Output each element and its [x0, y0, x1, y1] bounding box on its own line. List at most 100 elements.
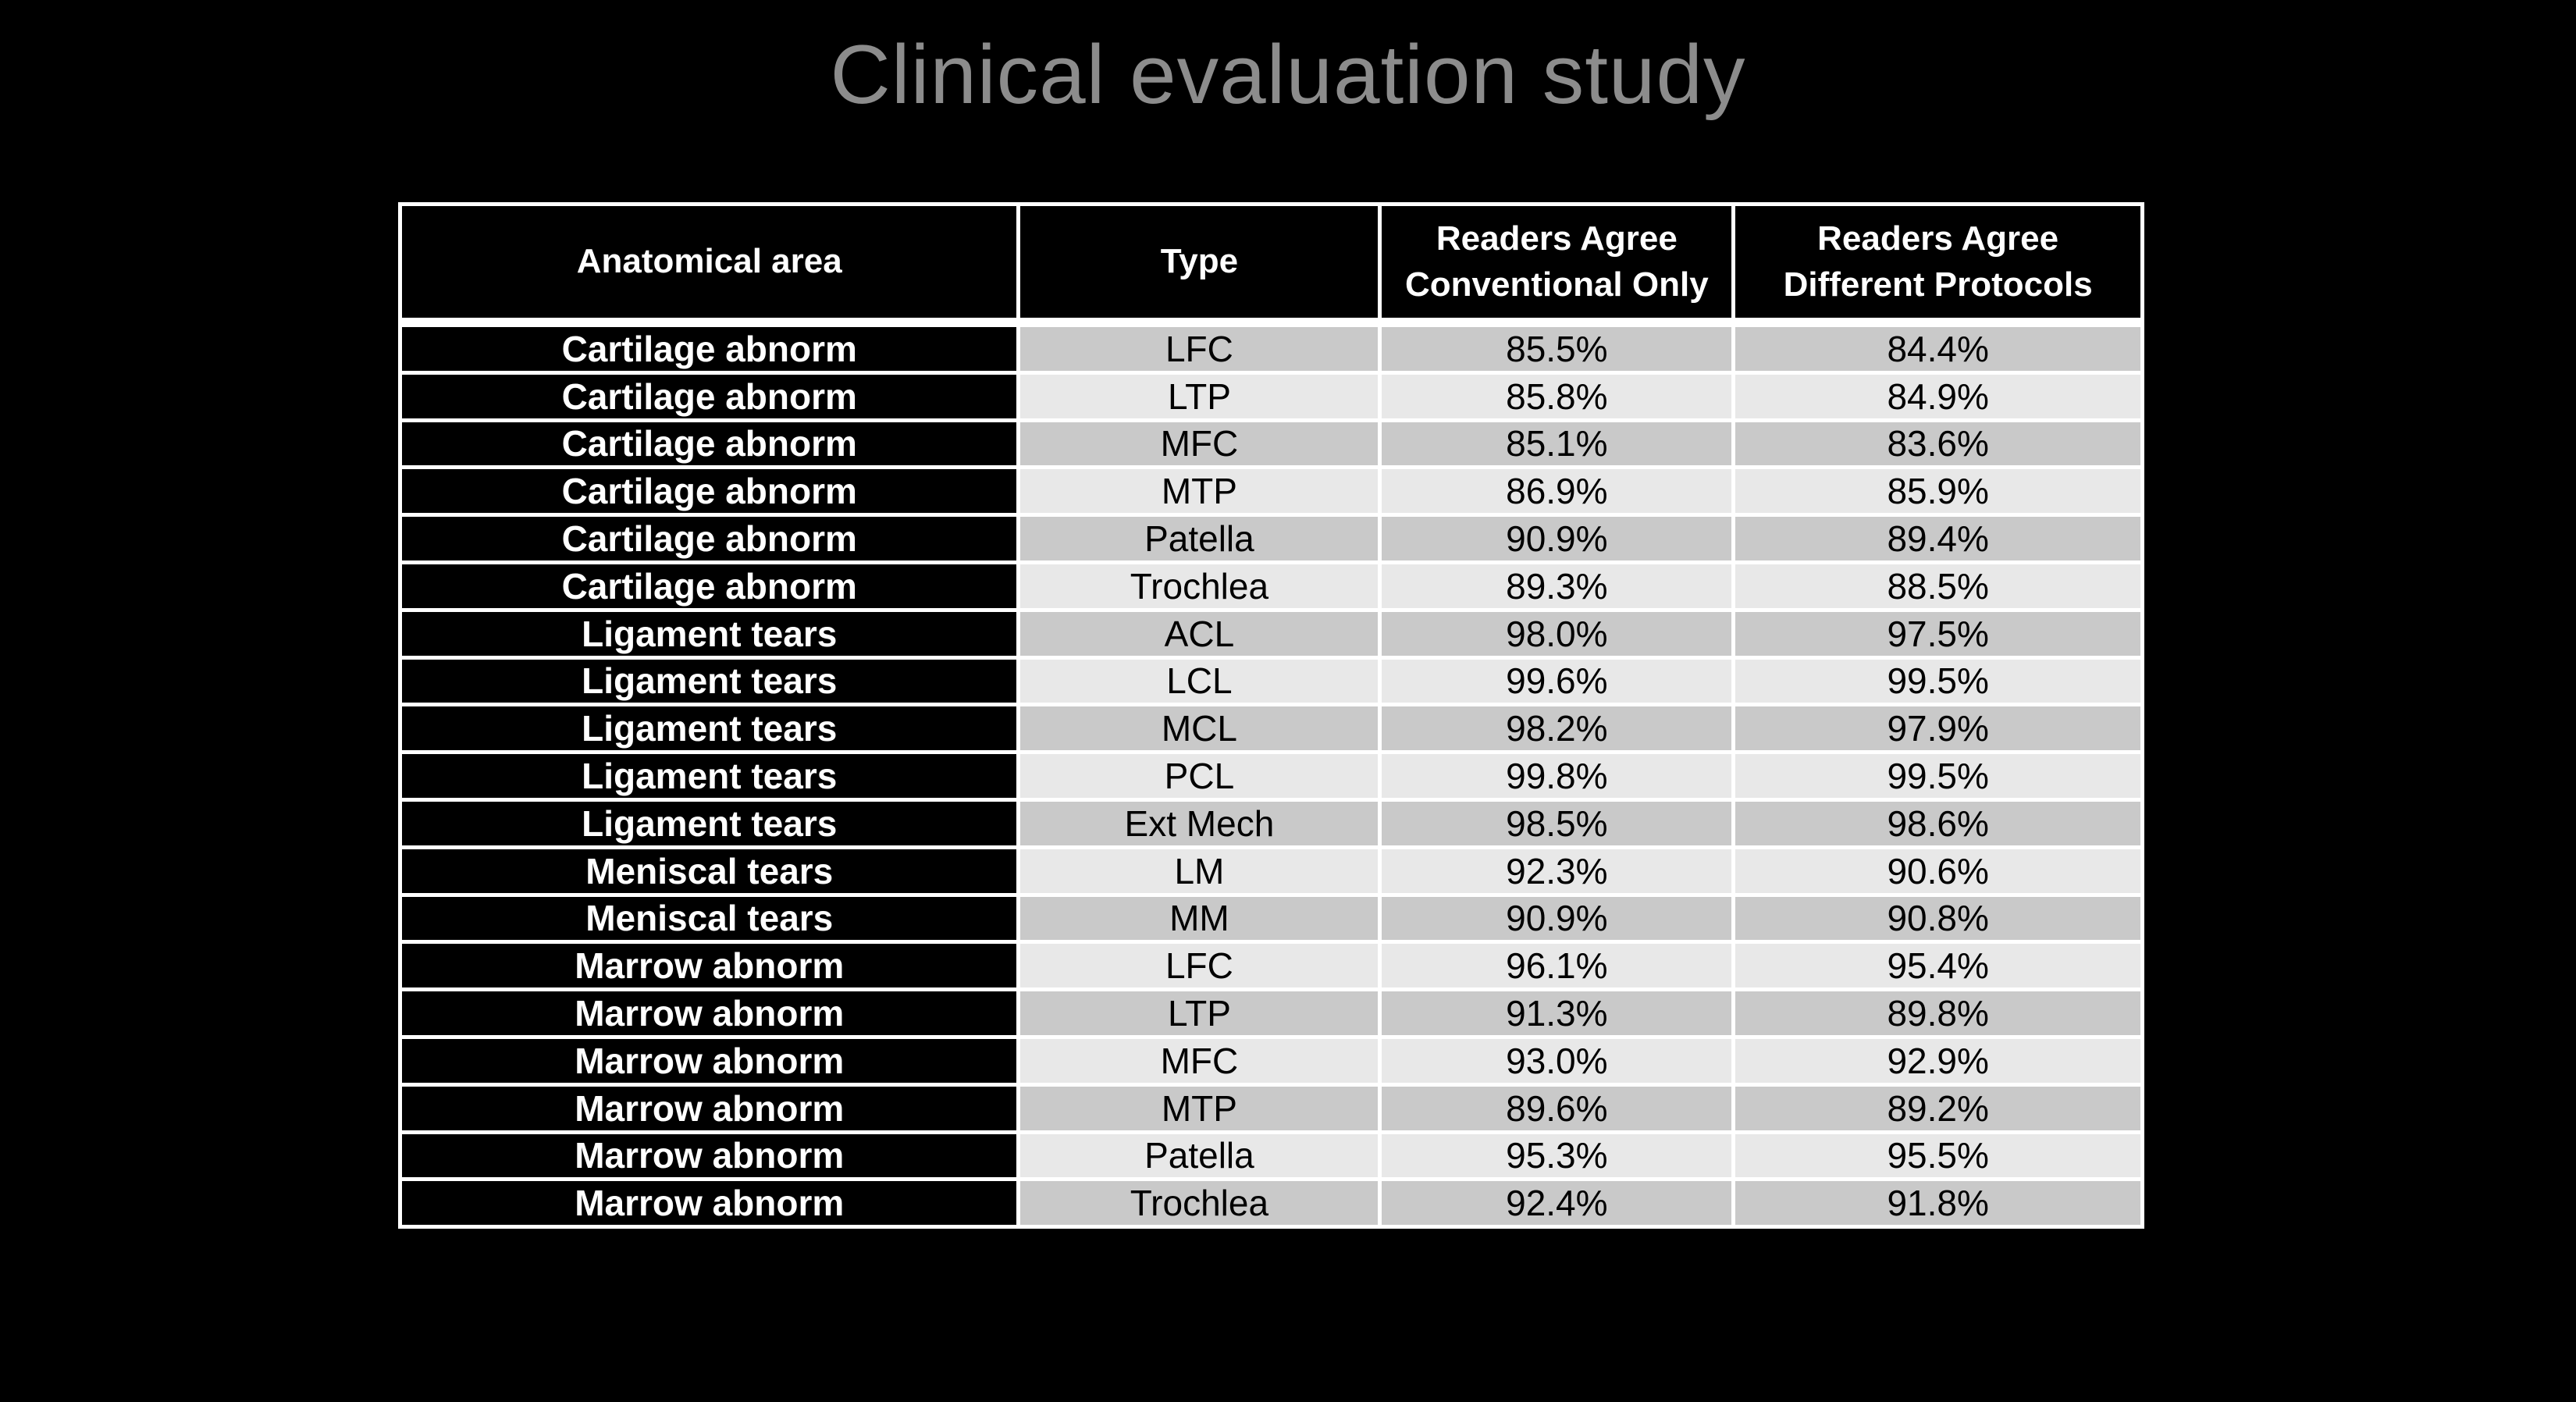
table-row: Marrow abnorm LFC 96.1% 95.4%	[402, 944, 2141, 988]
area-cell: Cartilage abnorm	[402, 374, 1017, 418]
slide-title: Clinical evaluation study	[830, 27, 1746, 121]
type-cell: MTP	[1020, 1086, 1379, 1130]
conventional-only-cell: 89.6%	[1382, 1086, 1732, 1130]
area-cell: Cartilage abnorm	[402, 469, 1017, 514]
area-cell: Marrow abnorm	[402, 991, 1017, 1035]
different-protocols-cell: 91.8%	[1735, 1181, 2141, 1226]
conventional-only-cell: 90.9%	[1382, 896, 1732, 941]
type-cell: LM	[1020, 849, 1379, 893]
area-cell: Meniscal tears	[402, 896, 1017, 941]
different-protocols-cell: 85.9%	[1735, 469, 2141, 514]
type-cell: LTP	[1020, 374, 1379, 418]
type-cell: ACL	[1020, 611, 1379, 656]
table-row: Ligament tears PCL 99.8% 99.5%	[402, 754, 2141, 798]
type-cell: MTP	[1020, 469, 1379, 514]
conventional-only-cell: 91.3%	[1382, 991, 1732, 1035]
table-header-row: Anatomical area Type Readers Agree Convent…	[402, 206, 2141, 318]
different-protocols-cell: 97.5%	[1735, 611, 2141, 656]
area-cell: Marrow abnorm	[402, 1181, 1017, 1226]
table-row: Marrow abnorm LTP 91.3% 89.8%	[402, 991, 2141, 1035]
table-row: Meniscal tears MM 90.9% 90.8%	[402, 896, 2141, 941]
conventional-only-cell: 98.0%	[1382, 611, 1732, 656]
different-protocols-cell: 99.5%	[1735, 754, 2141, 798]
conventional-only-cell: 86.9%	[1382, 469, 1732, 514]
conventional-only-cell: 89.3%	[1382, 564, 1732, 608]
different-protocols-cell: 89.8%	[1735, 991, 2141, 1035]
column-header-readers-agree-different-protocols: Readers Agree Different Protocols	[1735, 206, 2141, 318]
area-cell: Marrow abnorm	[402, 1133, 1017, 1178]
different-protocols-cell: 88.5%	[1735, 564, 2141, 608]
different-protocols-cell: 95.4%	[1735, 944, 2141, 988]
type-cell: Patella	[1020, 517, 1379, 560]
table-row: Cartilage abnorm LFC 85.5% 84.4%	[402, 327, 2141, 371]
conventional-only-cell: 85.8%	[1382, 374, 1732, 418]
type-cell: MFC	[1020, 422, 1379, 466]
table-row: Cartilage abnorm Patella 90.9% 89.4%	[402, 517, 2141, 560]
different-protocols-cell: 84.4%	[1735, 327, 2141, 371]
conventional-only-cell: 99.8%	[1382, 754, 1732, 798]
area-cell: Ligament tears	[402, 659, 1017, 703]
different-protocols-cell: 84.9%	[1735, 374, 2141, 418]
area-cell: Cartilage abnorm	[402, 517, 1017, 560]
table-row: Marrow abnorm MFC 93.0% 92.9%	[402, 1038, 2141, 1083]
area-cell: Cartilage abnorm	[402, 564, 1017, 608]
different-protocols-cell: 89.4%	[1735, 517, 2141, 560]
different-protocols-cell: 83.6%	[1735, 422, 2141, 466]
different-protocols-cell: 90.6%	[1735, 849, 2141, 893]
table-row: Ligament tears ACL 98.0% 97.5%	[402, 611, 2141, 656]
table-row: Marrow abnorm Trochlea 92.4% 91.8%	[402, 1181, 2141, 1226]
type-cell: PCL	[1020, 754, 1379, 798]
area-cell: Ligament tears	[402, 801, 1017, 845]
type-cell: Trochlea	[1020, 1181, 1379, 1226]
table-row: Ligament tears Ext Mech 98.5% 98.6%	[402, 801, 2141, 845]
table-row: Cartilage abnorm MFC 85.1% 83.6%	[402, 422, 2141, 466]
type-cell: MM	[1020, 896, 1379, 941]
conventional-only-cell: 92.3%	[1382, 849, 1732, 893]
type-cell: MCL	[1020, 706, 1379, 751]
table-row: Marrow abnorm Patella 95.3% 95.5%	[402, 1133, 2141, 1178]
column-header-anatomical-area: Anatomical area	[402, 206, 1017, 318]
table-row: Cartilage abnorm MTP 86.9% 85.9%	[402, 469, 2141, 514]
conventional-only-cell: 98.2%	[1382, 706, 1732, 751]
area-cell: Marrow abnorm	[402, 1038, 1017, 1083]
conventional-only-cell: 85.5%	[1382, 327, 1732, 371]
different-protocols-cell: 89.2%	[1735, 1086, 2141, 1130]
area-cell: Cartilage abnorm	[402, 422, 1017, 466]
conventional-only-cell: 95.3%	[1382, 1133, 1732, 1178]
table-row: Ligament tears MCL 98.2% 97.9%	[402, 706, 2141, 751]
different-protocols-cell: 99.5%	[1735, 659, 2141, 703]
different-protocols-cell: 98.6%	[1735, 801, 2141, 845]
conventional-only-cell: 92.4%	[1382, 1181, 1732, 1226]
clinical-evaluation-table: Anatomical area Type Readers Agree Convent…	[398, 202, 2144, 1229]
type-cell: Trochlea	[1020, 564, 1379, 608]
table-row: Cartilage abnorm Trochlea 89.3% 88.5%	[402, 564, 2141, 608]
table-row: Marrow abnorm MTP 89.6% 89.2%	[402, 1086, 2141, 1130]
different-protocols-cell: 90.8%	[1735, 896, 2141, 941]
conventional-only-cell: 96.1%	[1382, 944, 1732, 988]
table-row: Ligament tears LCL 99.6% 99.5%	[402, 659, 2141, 703]
area-cell: Ligament tears	[402, 706, 1017, 751]
area-cell: Ligament tears	[402, 754, 1017, 798]
conventional-only-cell: 98.5%	[1382, 801, 1732, 845]
conventional-only-cell: 99.6%	[1382, 659, 1732, 703]
table-row: Cartilage abnorm LTP 85.8% 84.9%	[402, 374, 2141, 418]
conventional-only-cell: 85.1%	[1382, 422, 1732, 466]
column-header-readers-agree-conventional-only: Readers Agree Conventional Only	[1382, 206, 1732, 318]
table-row: Meniscal tears LM 92.3% 90.6%	[402, 849, 2141, 893]
conventional-only-cell: 93.0%	[1382, 1038, 1732, 1083]
column-header-type: Type	[1020, 206, 1379, 318]
area-cell: Cartilage abnorm	[402, 327, 1017, 371]
type-cell: LFC	[1020, 944, 1379, 988]
different-protocols-cell: 95.5%	[1735, 1133, 2141, 1178]
type-cell: LFC	[1020, 327, 1379, 371]
different-protocols-cell: 92.9%	[1735, 1038, 2141, 1083]
type-cell: LCL	[1020, 659, 1379, 703]
area-cell: Meniscal tears	[402, 849, 1017, 893]
type-cell: LTP	[1020, 991, 1379, 1035]
area-cell: Ligament tears	[402, 611, 1017, 656]
type-cell: Ext Mech	[1020, 801, 1379, 845]
area-cell: Marrow abnorm	[402, 1086, 1017, 1130]
area-cell: Marrow abnorm	[402, 944, 1017, 988]
conventional-only-cell: 90.9%	[1382, 517, 1732, 560]
type-cell: MFC	[1020, 1038, 1379, 1083]
